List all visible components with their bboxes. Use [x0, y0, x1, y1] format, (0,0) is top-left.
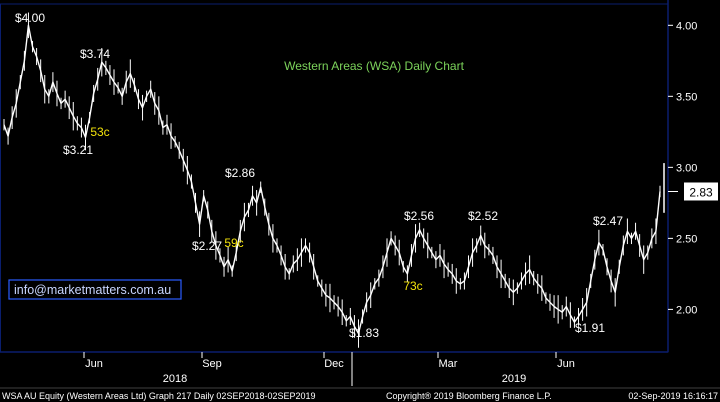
y-tick-label: 4.00	[676, 20, 697, 32]
year-label: 2019	[502, 373, 526, 385]
move-label: 73c	[403, 279, 422, 293]
y-tick-label: 2.50	[676, 233, 697, 245]
footer-left: WSA AU Equity (Western Areas Ltd) Graph …	[2, 391, 316, 401]
link-text: info@marketmatters.com.au	[14, 283, 171, 297]
price-label: $1.83	[349, 326, 379, 340]
x-tick-label: Jun	[85, 358, 103, 370]
price-label: $2.86	[225, 166, 255, 180]
x-tick-label: Mar	[439, 358, 458, 370]
price-label: $3.21	[63, 143, 93, 157]
move-label: 53c	[90, 125, 109, 139]
price-label: $4.00	[15, 11, 45, 25]
link-box	[8, 279, 182, 300]
price-label: $2.47	[593, 214, 623, 228]
y-tick-label: 3.00	[676, 162, 697, 174]
year-label: 2018	[163, 373, 187, 385]
price-label: $2.27	[192, 239, 222, 253]
x-tick-label: Jun	[557, 358, 575, 370]
last-price-tag	[684, 182, 718, 201]
price-label: $2.52	[468, 209, 498, 223]
move-label: 59c	[224, 236, 243, 250]
chart-title: Western Areas (WSA) Daily Chart	[284, 59, 464, 73]
footer-bar	[0, 388, 720, 402]
price-label: $2.56	[404, 209, 434, 223]
price-line	[3, 24, 661, 335]
price-label: $3.74	[80, 47, 110, 61]
last-price-label: 2.83	[689, 185, 713, 199]
y-tick-label: 3.50	[676, 91, 697, 103]
x-tick-label: Sep	[202, 358, 222, 370]
x-tick-label: Dec	[324, 358, 344, 370]
footer-right: 02-Sep-2019 16:16:17	[628, 391, 718, 401]
price-label: $1.91	[575, 321, 605, 335]
y-tick-label: 2.00	[676, 304, 697, 316]
footer-center: Copyright® 2019 Bloomberg Finance L.P.	[386, 391, 552, 401]
